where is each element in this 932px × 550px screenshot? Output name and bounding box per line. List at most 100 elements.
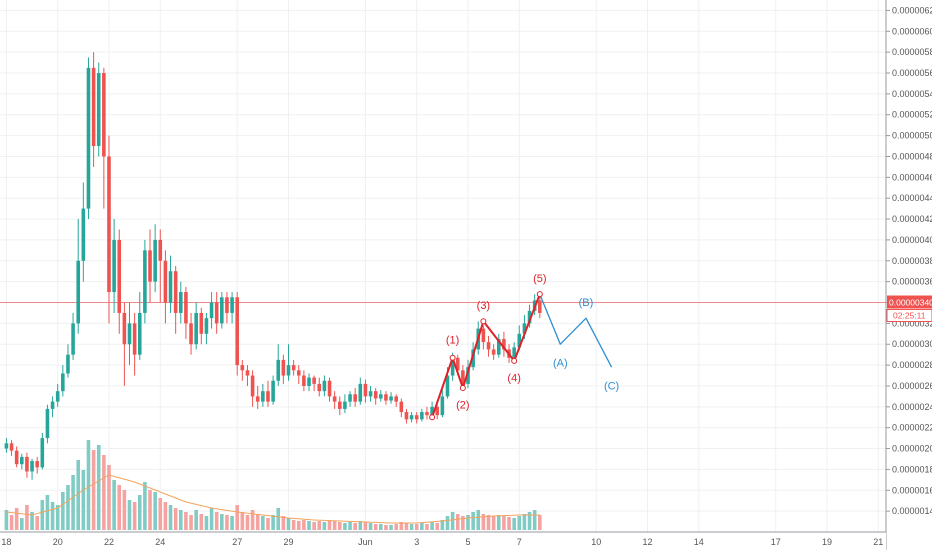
axis-labels: 0.00000620 0.00000600 0.00000580 0.00000560… xyxy=(1,5,932,547)
volume-bar xyxy=(332,521,337,530)
countdown-bg xyxy=(886,309,932,323)
candle-body xyxy=(61,373,65,392)
x-tick-label: 10 xyxy=(591,537,601,547)
candle-body xyxy=(271,380,275,402)
volume-bar xyxy=(379,524,383,530)
volume-bar xyxy=(117,485,122,530)
volume-bar xyxy=(245,515,250,530)
volume-bar xyxy=(353,523,357,530)
y-tick-label: 0.00000260 xyxy=(892,381,932,391)
candle-body xyxy=(389,396,393,401)
candle-body xyxy=(425,412,429,416)
countdown-label: 02:25:11 xyxy=(893,311,926,321)
y-tick-label: 0.00000300 xyxy=(892,339,932,349)
y-tick-label: 0.00000600 xyxy=(892,26,932,36)
volume-bar xyxy=(199,514,204,530)
volume-bar xyxy=(414,524,419,530)
volume-bar xyxy=(286,518,291,530)
volume-bar xyxy=(14,508,19,530)
volume-bar xyxy=(96,445,101,530)
candle-body xyxy=(307,377,311,386)
volume-bar xyxy=(189,515,193,530)
candle-body xyxy=(14,450,19,465)
candle-body xyxy=(225,297,229,313)
volume-bar xyxy=(91,450,96,530)
candle-body xyxy=(30,461,34,472)
candle-body xyxy=(343,401,347,409)
volume-bar xyxy=(476,510,481,530)
volume-bar xyxy=(307,521,311,530)
volume-bar xyxy=(276,508,281,530)
candle-body xyxy=(538,300,542,313)
volume-bar xyxy=(178,510,183,530)
y-tick-label: 0.00000220 xyxy=(892,423,932,433)
y-tick-label: 0.00000580 xyxy=(892,47,932,57)
volume-bar xyxy=(153,492,157,530)
candle-body xyxy=(127,323,132,345)
volume-bar xyxy=(102,455,106,530)
volume-bar xyxy=(373,524,378,530)
candle-body xyxy=(91,67,96,147)
candle-body xyxy=(384,394,388,401)
volume-bar xyxy=(173,508,178,530)
candle-body xyxy=(96,73,101,147)
wave-point xyxy=(511,357,518,364)
candle-body xyxy=(240,365,245,371)
y-tick-label: 0.00000460 xyxy=(892,172,932,182)
volume-bar xyxy=(55,505,60,530)
volume-bar xyxy=(491,516,496,530)
volume-bar xyxy=(343,523,347,530)
volume-bar xyxy=(9,515,14,530)
candle-body xyxy=(163,260,168,303)
wave-point xyxy=(480,318,487,325)
y-tick-label: 0.00000420 xyxy=(892,214,932,224)
volume-bar xyxy=(302,520,306,530)
y-tick-label: 0.00000520 xyxy=(892,110,932,120)
volume-bar xyxy=(409,524,414,530)
candle-body xyxy=(332,396,337,402)
candle-body xyxy=(461,370,465,384)
candle-body xyxy=(466,367,470,384)
impulse-wave-line xyxy=(431,293,541,418)
y-tick-label: 0.00000280 xyxy=(892,360,932,370)
candle-body xyxy=(481,328,486,343)
candle-body xyxy=(235,297,240,366)
candle-body xyxy=(302,375,306,386)
candle-body xyxy=(214,302,219,324)
volume-bar xyxy=(250,510,255,530)
volume-bar xyxy=(471,512,475,530)
candle-body xyxy=(527,310,532,324)
candle-body xyxy=(363,383,368,397)
candle-body xyxy=(255,396,260,402)
volume-bar xyxy=(4,510,9,530)
candle-body xyxy=(137,312,142,355)
volume-bar xyxy=(112,480,116,530)
corrective-wave-line xyxy=(539,293,613,368)
candle-body xyxy=(178,292,183,313)
volume-bar xyxy=(440,520,445,530)
volume-bar xyxy=(266,518,270,530)
candle-body xyxy=(496,339,501,355)
volume-bar xyxy=(107,465,111,530)
candle-body xyxy=(86,67,91,209)
volume-bar xyxy=(358,521,363,530)
candle-body xyxy=(368,391,373,397)
candle-body xyxy=(189,323,193,345)
candle-body xyxy=(209,302,214,319)
candle-body xyxy=(399,401,404,413)
wave-label: (5) xyxy=(533,273,546,285)
volume-bar xyxy=(430,522,434,530)
candle-body xyxy=(450,357,455,376)
volume-bar xyxy=(184,512,188,530)
volume-bar xyxy=(163,502,168,530)
volume-bar xyxy=(466,515,470,530)
y-tick-label: 0.00000380 xyxy=(892,256,932,266)
candle-body xyxy=(522,323,527,334)
candle-body xyxy=(281,359,286,376)
volume-bar xyxy=(389,525,393,530)
volume-bar xyxy=(455,514,460,530)
x-tick-label: 19 xyxy=(822,537,832,547)
